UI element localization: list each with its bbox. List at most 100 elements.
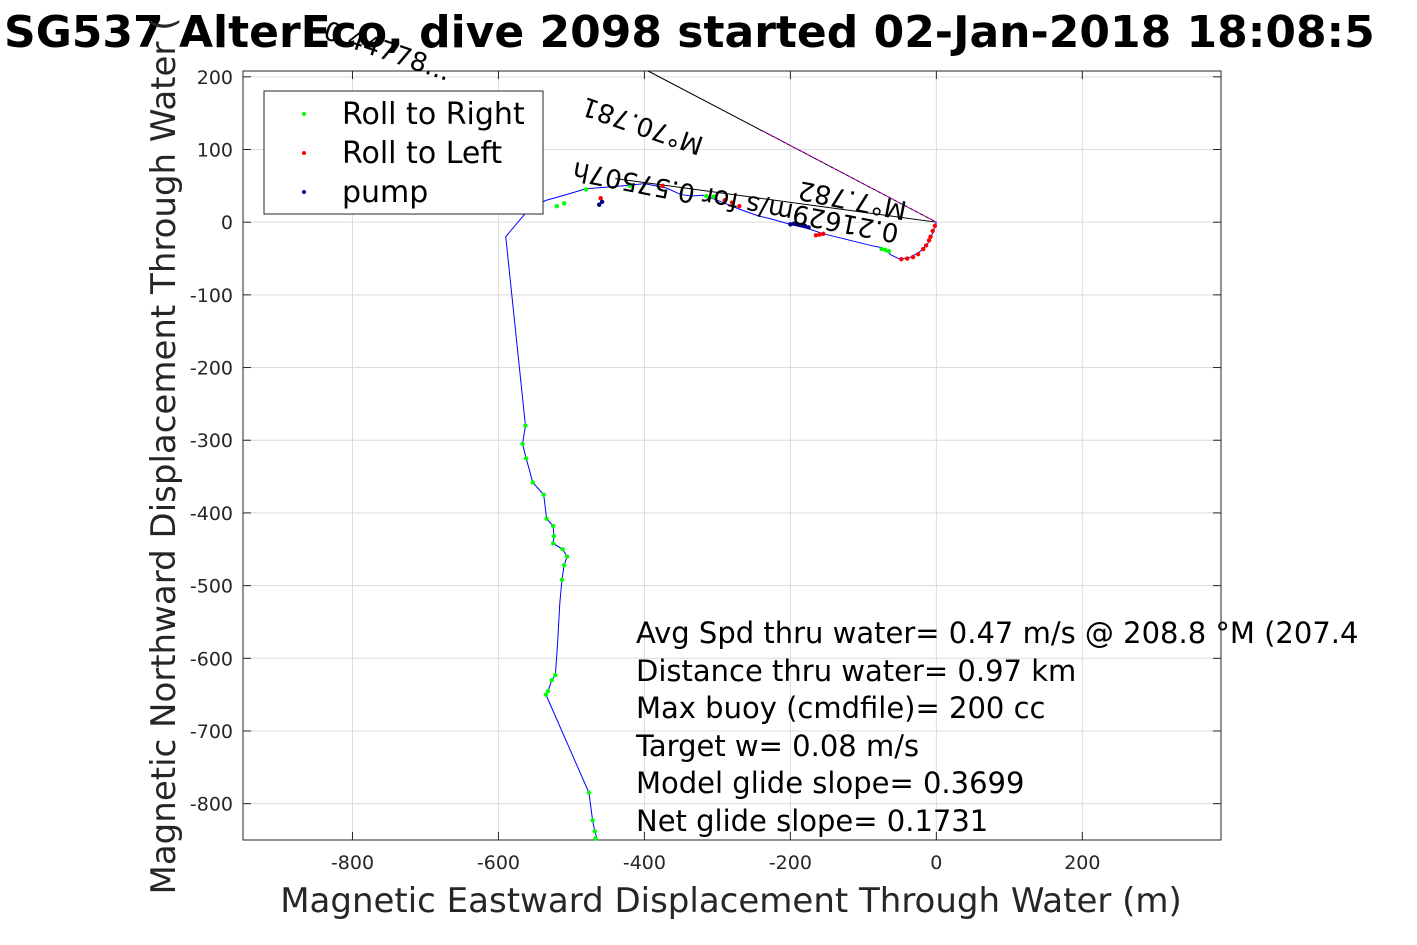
roll-right-point — [883, 247, 888, 253]
pump-point — [799, 222, 804, 228]
y-tick-label: 200 — [197, 67, 233, 89]
legend-marker-roll-right — [302, 112, 306, 116]
x-tick-label: -200 — [769, 852, 812, 874]
grid — [243, 71, 1221, 840]
x-tick-label: -800 — [331, 852, 374, 874]
axis-ticks: -800 -600 -400 -200 0 200 200 100 0 -100 -200 -300 -… — [190, 67, 1221, 874]
x-axis-label: Magnetic Eastward Displacement Through W… — [280, 881, 1182, 921]
roll-right-point — [550, 523, 556, 529]
roll-right-point — [886, 249, 892, 254]
roll-left-point — [821, 231, 826, 237]
y-axis-label: Magnetic Northward Displacement Through … — [144, 18, 184, 895]
legend-marker-roll-left — [302, 151, 306, 155]
legend-label-roll-right: Roll to Right — [342, 97, 525, 132]
x-tick-label: -600 — [477, 852, 520, 874]
roll-left-point — [729, 200, 735, 205]
vector-line — [615, 178, 937, 223]
roll-right-point — [583, 187, 589, 192]
roll-right-point — [564, 554, 570, 559]
roll-left-point — [926, 238, 932, 243]
stats-block: Avg Spd thru water= 0.47 m/s @ 208.8 °M … — [635, 616, 1358, 838]
legend: Roll to Right Roll to Left pump — [263, 90, 544, 215]
y-tick-label: -300 — [190, 430, 233, 452]
roll-right-point — [553, 672, 558, 678]
legend-marker-pump — [302, 190, 306, 194]
roll-right-point — [541, 492, 546, 497]
roll-right-point — [560, 547, 565, 552]
pump-point — [806, 225, 811, 230]
roll-left-point — [598, 195, 603, 201]
track — [505, 183, 937, 839]
roll-right-point — [551, 533, 557, 539]
y-tick-label: 0 — [221, 212, 233, 234]
plot-area-frame — [242, 70, 1222, 841]
pump-point — [802, 223, 808, 229]
y-tick-label: -700 — [190, 721, 233, 743]
stat-model-glide-slope: Model glide slope= 0.3699 — [636, 766, 1024, 800]
y-tick-label: 100 — [197, 139, 233, 161]
roll-right-point — [561, 563, 567, 568]
roll-right-point — [590, 818, 595, 823]
roll-right-point — [549, 677, 554, 683]
markers — [520, 183, 938, 841]
stat-max-buoy: Max buoy (cmdfile)= 200 cc — [636, 691, 1045, 725]
y-tick-label: -500 — [190, 576, 233, 598]
roll-left-point — [921, 246, 926, 252]
roll-left-point — [904, 256, 910, 261]
stat-avg-speed: Avg Spd thru water= 0.47 m/s @ 208.8 °M … — [636, 616, 1358, 650]
stat-distance: Distance thru water= 0.97 km — [636, 654, 1076, 688]
pump-point — [788, 222, 793, 227]
roll-right-point — [627, 183, 633, 189]
roll-left-point — [737, 203, 742, 209]
track-line — [505, 183, 937, 839]
stat-net-glide-slope: Net glide slope= 0.1731 — [636, 804, 988, 838]
roll-right-point — [544, 516, 549, 521]
legend-label-roll-left: Roll to Left — [342, 136, 502, 171]
roll-left-point — [660, 183, 665, 189]
legend-label-pump: pump — [342, 175, 428, 210]
heading-segment — [760, 129, 937, 223]
stat-target-w: Target w= 0.08 m/s — [635, 729, 919, 763]
roll-right-point — [543, 692, 549, 697]
roll-right-point — [592, 829, 597, 834]
roll-left-point — [928, 234, 933, 239]
roll-right-point — [559, 577, 565, 582]
y-tick-label: -800 — [190, 794, 233, 816]
roll-right-point — [586, 790, 592, 795]
roll-right-point — [561, 201, 567, 206]
x-tick-label: 0 — [930, 852, 942, 874]
pump-point — [596, 202, 602, 207]
roll-right-point — [704, 193, 709, 199]
roll-left-point — [932, 223, 938, 229]
pump-point — [795, 222, 800, 227]
pump-point — [599, 199, 605, 205]
roll-left-point — [899, 257, 904, 262]
y-tick-label: -600 — [190, 648, 233, 670]
y-tick-label: -100 — [190, 285, 233, 307]
x-tick-label: 200 — [1064, 852, 1100, 874]
roll-left-point — [813, 233, 819, 238]
roll-left-point — [817, 232, 822, 237]
roll-left-point — [910, 254, 916, 260]
roll-right-point — [520, 441, 525, 447]
roll-left-point — [722, 198, 727, 203]
y-tick-label: -400 — [190, 503, 233, 525]
roll-left-point — [915, 251, 921, 257]
roll-right-point — [879, 246, 884, 252]
roll-right-point — [545, 688, 551, 694]
roll-right-point — [530, 480, 535, 485]
x-tick-label: -400 — [623, 852, 666, 874]
roll-right-point — [554, 203, 560, 209]
pump-point — [791, 221, 797, 226]
y-tick-label: -200 — [190, 358, 233, 380]
legend-box — [263, 90, 544, 215]
roll-right-point — [523, 423, 528, 428]
roll-left-point — [930, 228, 935, 234]
roll-right-point — [593, 836, 598, 841]
roll-right-point — [550, 541, 556, 546]
roll-left-point — [923, 243, 929, 248]
chart-title: SG537 AlterEco, dive 2098 started 02-Jan… — [4, 7, 1375, 58]
vectors — [615, 70, 937, 223]
roll-right-point — [711, 194, 716, 199]
